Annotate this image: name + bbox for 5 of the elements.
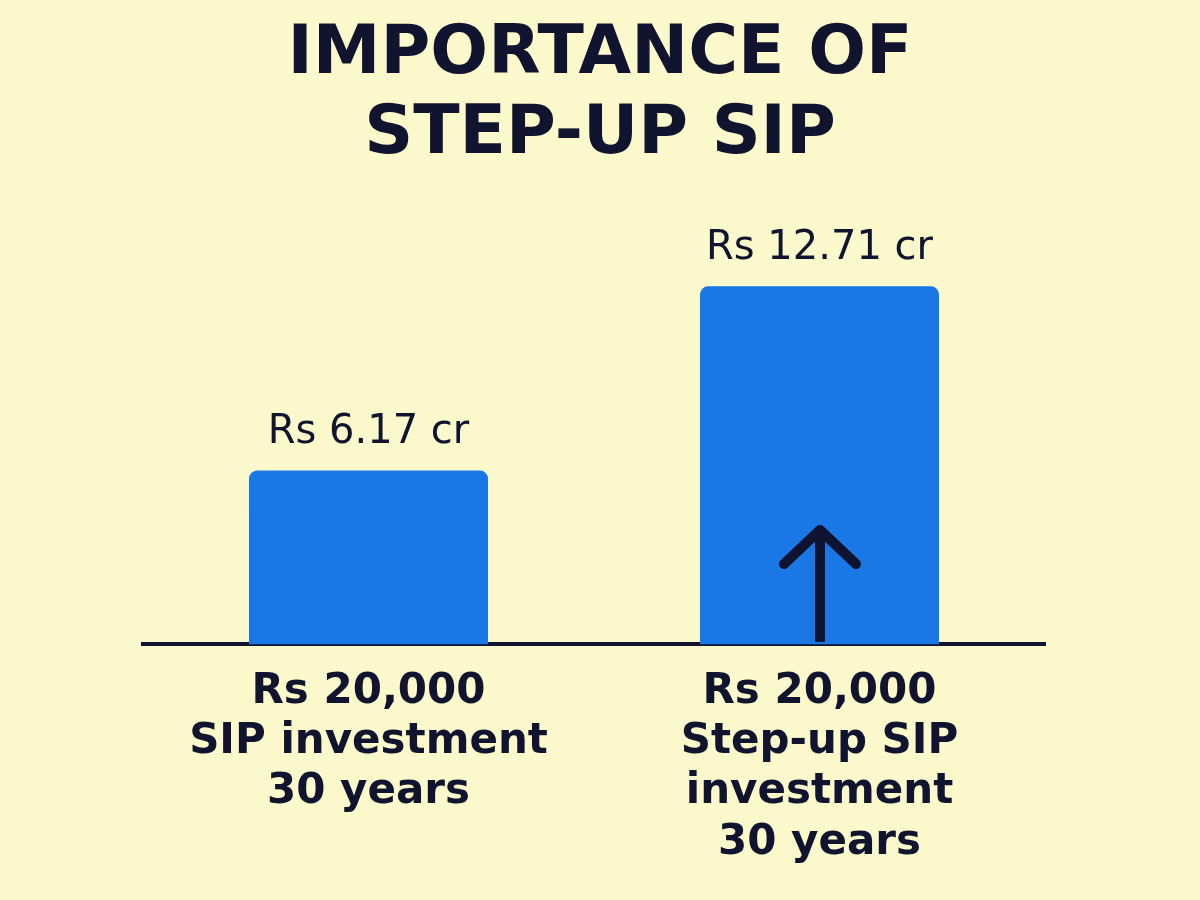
x-tick-label: Rs 20,000 SIP investment 30 years bbox=[189, 663, 548, 814]
data-label: Rs 12.71 cr bbox=[705, 221, 934, 268]
chart-title: IMPORTANCE OF STEP-UP SIP bbox=[286, 10, 914, 170]
data-label: Rs 6.17 cr bbox=[267, 405, 470, 452]
x-tick-label: Rs 20,000 Step-up SIP investment 30 years bbox=[680, 663, 959, 864]
